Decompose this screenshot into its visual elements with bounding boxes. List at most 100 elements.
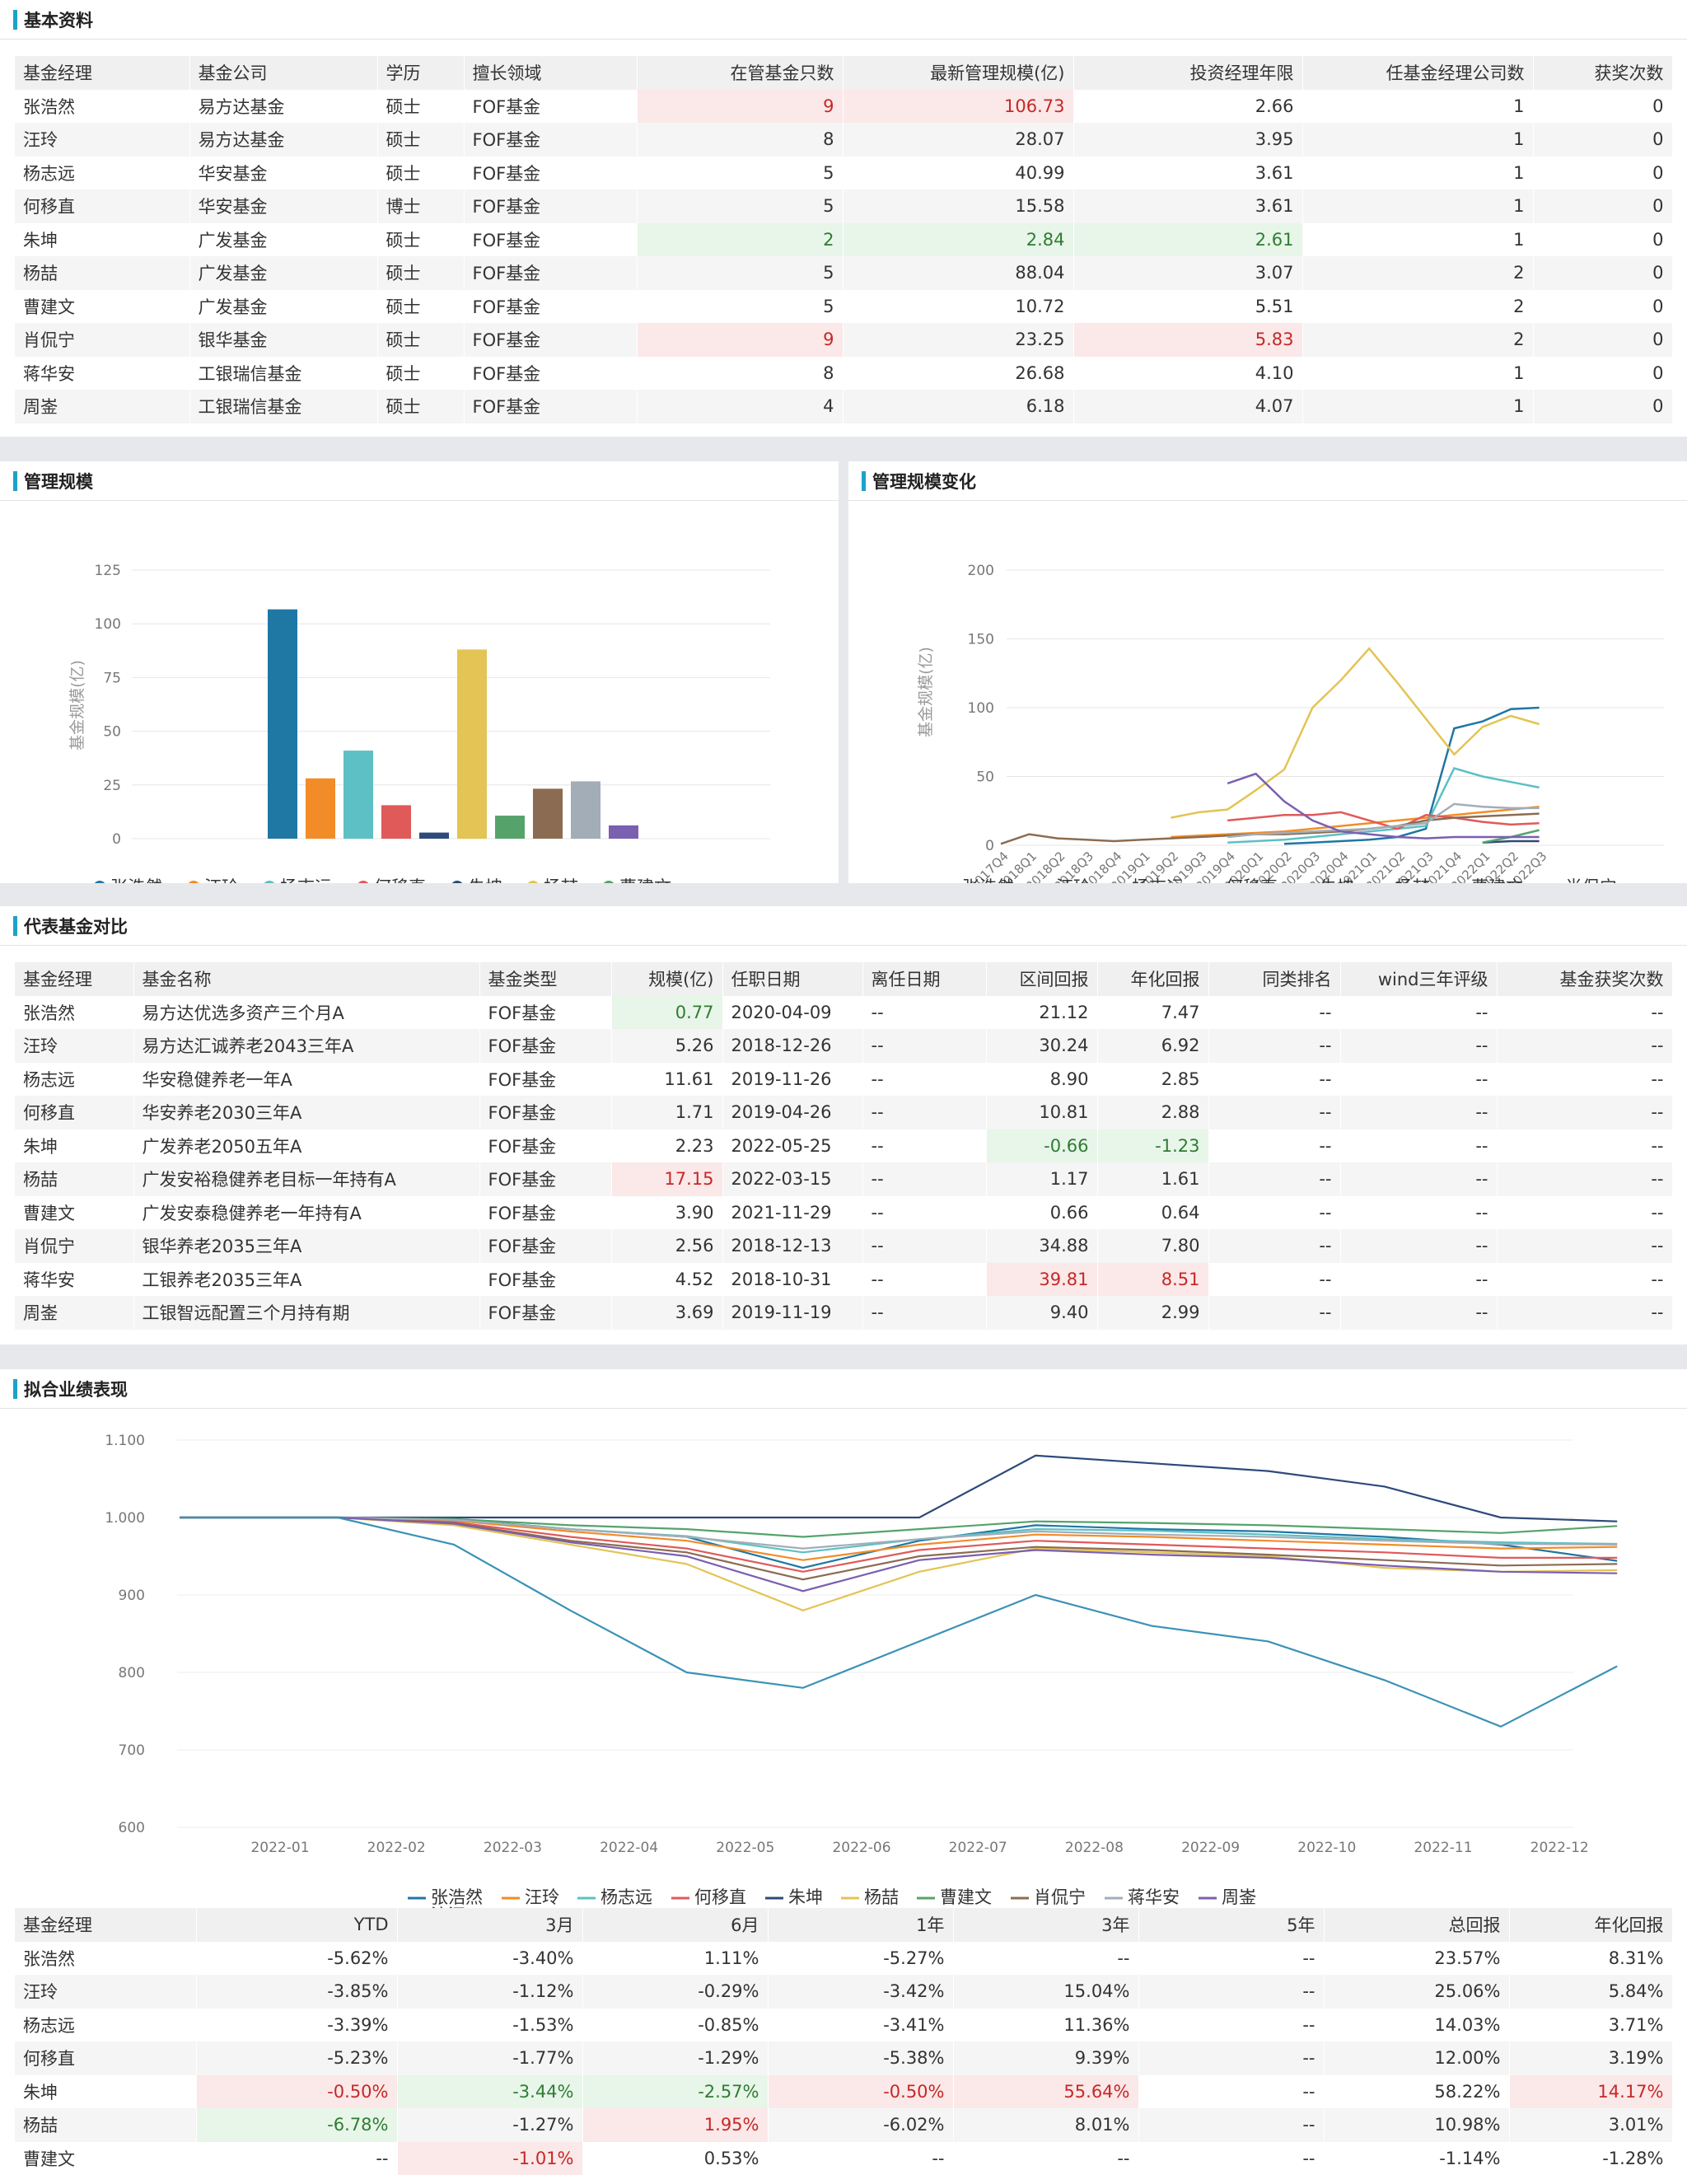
table-cell: -- [1340, 1029, 1498, 1063]
table-cell: -- [862, 1262, 987, 1296]
table-row[interactable]: 杨志远 -3.39% -1.53% -0.85% -3.41% 11.36% -- 14.03… [15, 2008, 1673, 2041]
table-row[interactable]: 杨喆 -6.78% -1.27% 1.95% -6.02% 8.01% -- 10.98% 3.… [15, 2108, 1673, 2142]
table-row[interactable]: 杨喆 广发安裕稳健养老目标一年持有A FOF基金 17.15 2022-03-15 -- 1… [15, 1162, 1673, 1196]
column-header[interactable]: 在管基金只数 [637, 56, 844, 90]
column-header[interactable]: 总回报 [1324, 1908, 1510, 1942]
y-tick-label: 25 [103, 778, 121, 794]
column-header[interactable]: 同类排名 [1208, 962, 1341, 996]
table-row[interactable]: 杨志远 华安稳健养老一年A FOF基金 11.61 2019-11-26 -- 8.90 2.… [15, 1062, 1673, 1096]
table-cell: 0 [1533, 123, 1673, 157]
y-tick-label: 800 [119, 1665, 145, 1681]
series-line-周崟 [180, 1516, 1618, 1592]
table-cell: 6.18 [843, 390, 1074, 423]
column-header[interactable]: 基金名称 [133, 962, 480, 996]
column-header[interactable]: 3月 [397, 1908, 583, 1942]
table-row[interactable]: 何移直 华安养老2030三年A FOF基金 1.71 2019-04-26 -- 10.81… [15, 1096, 1673, 1129]
table-row[interactable]: 蒋华安 工银瑞信基金 硕士 FOF基金 8 26.68 4.10 1 0 [15, 356, 1673, 390]
column-header[interactable]: 区间回报 [986, 962, 1098, 996]
table-cell: 2018-12-13 [722, 1229, 863, 1263]
column-header[interactable]: 3年 [953, 1908, 1139, 1942]
column-header[interactable]: 基金经理 [15, 56, 190, 90]
performance-table: 基金经理 YTD 3月 6月 1年 3年 5年 总回报 年化回报 张浩然 -5.62% -3.40% 1… [15, 1908, 1673, 2175]
scale-panel: 管理规模 0 25 50 75 100 125 基金规模(亿) 张浩然 汪玲 杨志远 何移直 朱坤 杨喆… [0, 461, 839, 883]
column-header[interactable]: 基金获奖次数 [1497, 962, 1673, 996]
table-cell: 5.51 [1073, 289, 1303, 323]
table-row[interactable]: 朱坤 -0.50% -3.44% -2.57% -0.50% 55.64% -- 58.22%… [15, 2074, 1673, 2108]
table-cell: 硕士 [377, 89, 465, 123]
table-row[interactable]: 张浩然 易方达优选多资产三个月A FOF基金 0.77 2020-04-09 -- 21.1… [15, 995, 1673, 1029]
table-cell: -- [1208, 995, 1341, 1029]
column-header[interactable]: 基金经理 [15, 962, 134, 996]
column-header[interactable]: 6月 [582, 1908, 769, 1942]
table-row[interactable]: 张浩然 -5.62% -3.40% 1.11% -5.27% -- -- 23.57% 8.31… [15, 1941, 1673, 1975]
table-cell: 朱坤 [15, 1129, 134, 1162]
table-cell: -1.28% [1509, 2141, 1673, 2175]
table-row[interactable]: 张浩然 易方达基金 硕士 FOF基金 9 106.73 2.66 1 0 [15, 89, 1673, 123]
column-header[interactable]: 离任日期 [862, 962, 987, 996]
perf-panel: 拟合业绩表现 600 700 800 900 1.000 1.100 2022-01 2022… [0, 1369, 1687, 2184]
table-cell: 广发安裕稳健养老目标一年持有A [133, 1162, 480, 1196]
table-cell: 1 [1302, 156, 1534, 189]
table-cell: -- [1497, 1062, 1673, 1096]
column-header[interactable]: 任基金经理公司数 [1302, 56, 1534, 90]
table-cell: 杨喆 [15, 256, 190, 290]
column-header[interactable]: 学历 [377, 56, 465, 90]
table-cell: -- [1340, 1195, 1498, 1229]
table-row[interactable]: 汪玲 易方达汇诚养老2043三年A FOF基金 5.26 2018-12-26 -- 30.… [15, 1029, 1673, 1063]
table-cell: -- [862, 1096, 987, 1129]
table-row[interactable]: 周崟 工银智远配置三个月持有期 FOF基金 3.69 2019-11-19 -- 9.40 2… [15, 1296, 1673, 1330]
perf-title: 拟合业绩表现 [24, 1379, 128, 1400]
table-row[interactable]: 蒋华安 工银养老2035三年A FOF基金 4.52 2018-10-31 -- 39.81… [15, 1262, 1673, 1296]
legend-label: 朱坤 [468, 877, 502, 883]
table-row[interactable]: 朱坤 广发养老2050五年A FOF基金 2.23 2022-05-25 -- -0.66-… [15, 1129, 1673, 1162]
table-cell: -- [1340, 1129, 1498, 1162]
table-cell: 2.61 [1073, 222, 1303, 256]
table-row[interactable]: 曹建文 -- -1.01% 0.53% -- -- -- -1.14% -1.28% [15, 2141, 1673, 2175]
table-cell: 1 [1302, 356, 1534, 390]
table-row[interactable]: 何移直 华安基金 博士 FOF基金 5 15.58 3.61 1 0 [15, 189, 1673, 223]
table-row[interactable]: 曹建文 广发安泰稳健养老一年持有A FOF基金 3.90 2021-11-29 -- 0.6… [15, 1195, 1673, 1229]
column-header[interactable]: 年化回报 [1097, 962, 1209, 996]
table-row[interactable]: 杨喆 广发基金 硕士 FOF基金 5 88.04 3.07 2 0 [15, 256, 1673, 290]
column-header[interactable]: 年化回报 [1509, 1908, 1673, 1942]
column-header[interactable]: 任职日期 [722, 962, 863, 996]
table-cell: FOF基金 [479, 995, 612, 1029]
column-header[interactable]: YTD [196, 1908, 398, 1942]
table-cell: 1.95% [582, 2108, 769, 2142]
column-header[interactable]: 基金公司 [189, 56, 378, 90]
table-cell: 2.84 [843, 222, 1074, 256]
table-row[interactable]: 肖侃宁 银华养老2035三年A FOF基金 2.56 2018-12-13 -- 34.88… [15, 1229, 1673, 1263]
legend-label: 汪玲 [1056, 877, 1091, 883]
table-cell: 2019-11-26 [722, 1062, 863, 1096]
column-header[interactable]: 基金类型 [479, 962, 612, 996]
column-header[interactable]: 1年 [768, 1908, 954, 1942]
column-header[interactable]: 最新管理规模(亿) [843, 56, 1074, 90]
table-cell: -- [1208, 1029, 1341, 1063]
table-row[interactable]: 杨志远 华安基金 硕士 FOF基金 5 40.99 3.61 1 0 [15, 156, 1673, 189]
table-row[interactable]: 汪玲 -3.85% -1.12% -0.29% -3.42% 15.04% -- 25.06%… [15, 1975, 1673, 2009]
table-cell: -2.57% [582, 2074, 769, 2108]
table-cell: 杨志远 [15, 156, 190, 189]
column-header[interactable]: 5年 [1138, 1908, 1325, 1942]
column-header[interactable]: 基金经理 [15, 1908, 197, 1942]
table-row[interactable]: 朱坤 广发基金 硕士 FOF基金 2 2.84 2.61 1 0 [15, 222, 1673, 256]
x-tick-label: 2022-06 [832, 1840, 890, 1856]
column-header[interactable]: 擅长领域 [464, 56, 638, 90]
table-cell: FOF基金 [464, 123, 638, 157]
table-cell: -- [1208, 1096, 1341, 1129]
table-row[interactable]: 曹建文 广发基金 硕士 FOF基金 5 10.72 5.51 2 0 [15, 289, 1673, 323]
table-cell: -- [1208, 1162, 1341, 1196]
y-tick-label: 600 [119, 1820, 145, 1836]
table-row[interactable]: 周崟 工银瑞信基金 硕士 FOF基金 4 6.18 4.07 1 0 [15, 390, 1673, 423]
table-cell: 88.04 [843, 256, 1074, 290]
legend-swatch [451, 881, 463, 883]
column-header[interactable]: 投资经理年限 [1073, 56, 1303, 90]
table-cell: 0 [1533, 189, 1673, 223]
table-cell: 曹建文 [15, 289, 190, 323]
table-row[interactable]: 汪玲 易方达基金 硕士 FOF基金 8 28.07 3.95 1 0 [15, 123, 1673, 157]
column-header[interactable]: 获奖次数 [1533, 56, 1673, 90]
table-row[interactable]: 肖侃宁 银华基金 硕士 FOF基金 9 23.25 5.83 2 0 [15, 323, 1673, 357]
table-row[interactable]: 何移直 -5.23% -1.77% -1.29% -5.38% 9.39% -- 12.00%… [15, 2041, 1673, 2075]
column-header[interactable]: 规模(亿) [611, 962, 723, 996]
column-header[interactable]: wind三年评级 [1340, 962, 1498, 996]
